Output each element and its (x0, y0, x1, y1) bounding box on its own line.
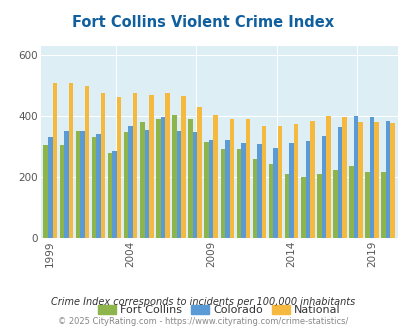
Bar (357, 122, 362, 238)
Bar (64, 131, 68, 238)
Bar (273, 148, 277, 238)
Bar (348, 166, 353, 238)
Bar (100, 93, 105, 238)
Bar (144, 130, 149, 238)
Bar (385, 121, 390, 238)
Bar (252, 159, 257, 238)
Bar (108, 152, 112, 238)
Bar (353, 116, 357, 238)
Bar (117, 97, 121, 238)
Bar (124, 132, 128, 238)
Bar (241, 144, 245, 238)
Bar (381, 172, 385, 238)
Bar (325, 116, 330, 238)
Bar (149, 95, 153, 238)
Bar (60, 145, 64, 238)
Bar (261, 126, 266, 238)
Bar (305, 141, 309, 238)
Bar (176, 131, 181, 238)
Bar (321, 136, 325, 238)
Bar (337, 127, 341, 238)
Bar (224, 140, 229, 238)
Bar (181, 96, 185, 238)
Bar (128, 126, 133, 238)
Bar (68, 82, 73, 238)
Bar (390, 123, 394, 238)
Bar (284, 174, 289, 238)
Text: © 2025 CityRating.com - https://www.cityrating.com/crime-statistics/: © 2025 CityRating.com - https://www.city… (58, 317, 347, 326)
Bar (309, 121, 314, 238)
Bar (160, 117, 165, 238)
Bar (293, 124, 298, 238)
Bar (229, 119, 233, 238)
Text: Crime Index corresponds to incidents per 100,000 inhabitants: Crime Index corresponds to incidents per… (51, 297, 354, 307)
Bar (373, 122, 378, 238)
Bar (197, 107, 201, 238)
Bar (92, 137, 96, 238)
Bar (333, 170, 337, 238)
Bar (289, 144, 293, 238)
Bar (220, 149, 224, 238)
Bar (192, 132, 197, 238)
Bar (75, 131, 80, 238)
Bar (172, 115, 176, 238)
Text: Fort Collins Violent Crime Index: Fort Collins Violent Crime Index (72, 15, 333, 30)
Bar (369, 117, 373, 238)
Bar (85, 86, 89, 238)
Bar (300, 177, 305, 238)
Bar (133, 93, 137, 238)
Bar (236, 149, 241, 238)
Bar (245, 119, 249, 238)
Bar (316, 175, 321, 238)
Bar (80, 131, 85, 238)
Bar (165, 93, 169, 238)
Bar (213, 115, 217, 238)
Legend: Fort Collins, Colorado, National: Fort Collins, Colorado, National (93, 301, 344, 320)
Bar (209, 140, 213, 238)
Bar (52, 82, 57, 238)
Bar (96, 134, 100, 238)
Bar (140, 122, 144, 238)
Bar (188, 119, 192, 238)
Bar (277, 126, 281, 238)
Bar (156, 119, 160, 238)
Bar (204, 142, 209, 238)
Bar (48, 137, 52, 238)
Bar (257, 144, 261, 238)
Bar (268, 164, 273, 238)
Bar (112, 151, 117, 238)
Bar (341, 117, 346, 238)
Bar (43, 145, 48, 238)
Bar (364, 172, 369, 238)
